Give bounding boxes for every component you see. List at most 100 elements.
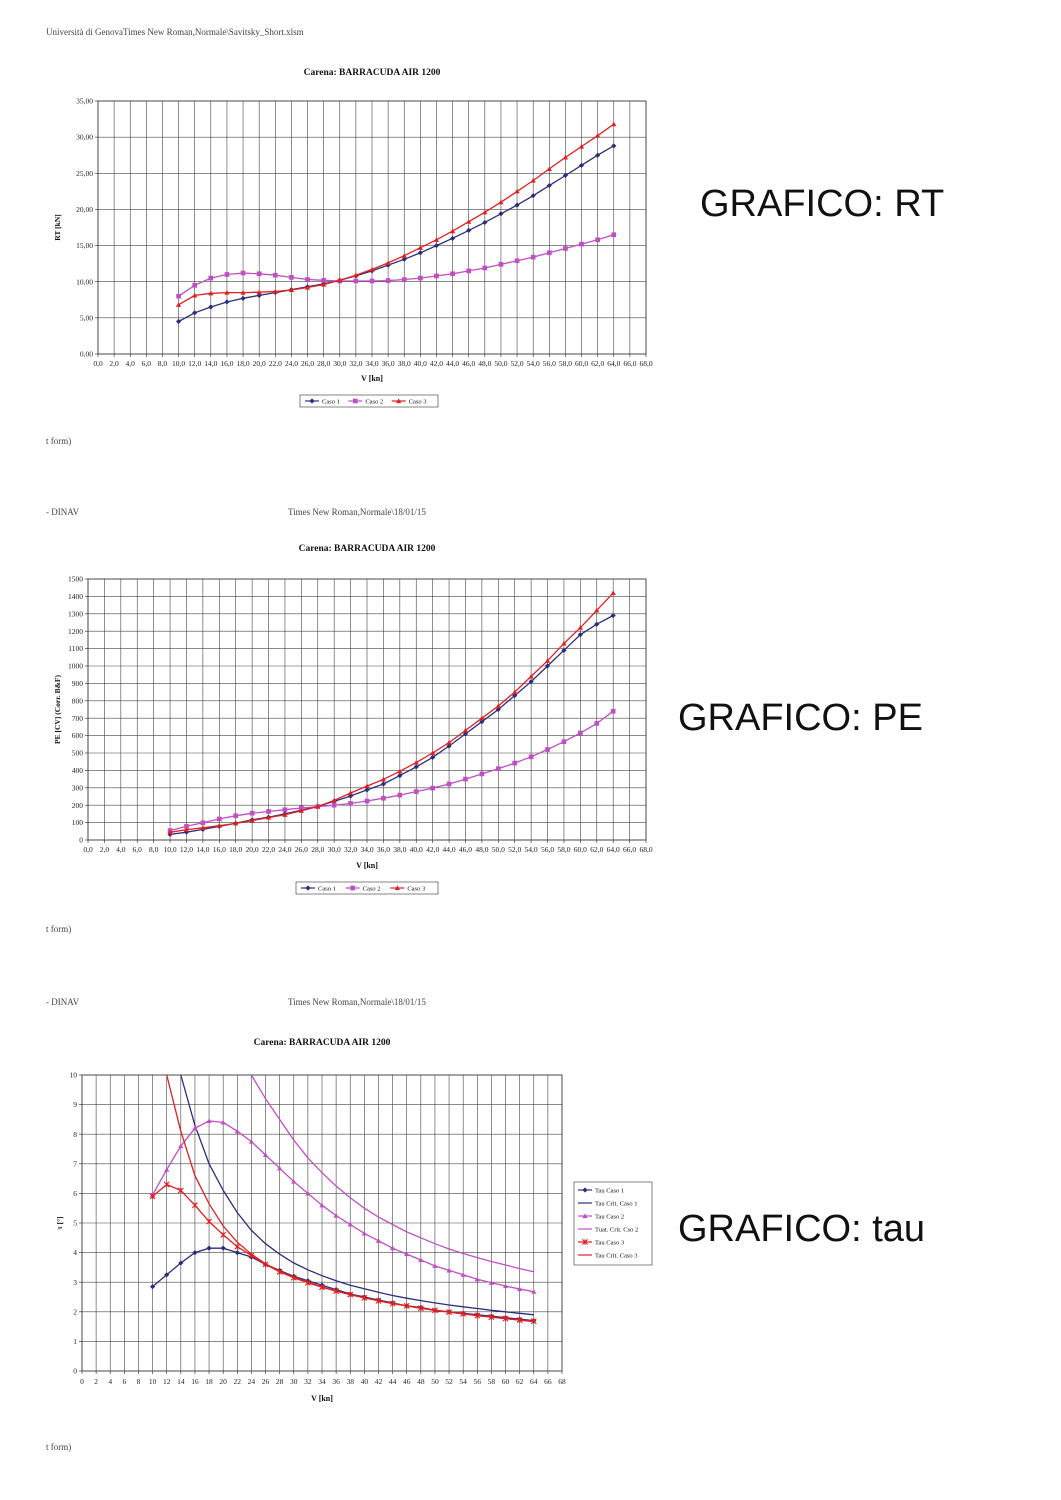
data-point xyxy=(517,1286,523,1292)
x-tick-label: 38,0 xyxy=(398,359,411,368)
series-line xyxy=(169,592,614,833)
x-tick-label: 40,0 xyxy=(410,845,423,854)
data-point xyxy=(385,260,391,265)
data-point xyxy=(347,1221,353,1227)
data-point xyxy=(385,262,391,268)
data-point xyxy=(462,731,469,737)
x-tick-label: 4 xyxy=(108,1377,112,1386)
data-point xyxy=(432,1263,438,1268)
chart-title: Carena: BARRACUDA AIR 1200 xyxy=(254,1038,391,1048)
y-tick-label: 9 xyxy=(73,1100,77,1109)
data-point xyxy=(562,172,569,179)
y-tick-label: 1200 xyxy=(68,627,83,636)
x-tick-label: 30,0 xyxy=(328,845,341,854)
x-tick-label: 26,0 xyxy=(295,845,308,854)
x-tick-label: 50,0 xyxy=(494,359,507,368)
data-point xyxy=(220,1245,226,1251)
legend-item: Tau Caso 2 xyxy=(578,1213,624,1220)
data-point xyxy=(479,771,485,777)
data-point xyxy=(514,188,520,194)
x-tick-label: 48,0 xyxy=(478,359,491,368)
data-point xyxy=(514,258,520,264)
legend-label: Tau Caso 2 xyxy=(595,1213,624,1220)
legend-label: Caso 1 xyxy=(322,398,340,405)
data-point xyxy=(389,1245,396,1251)
series-line xyxy=(169,710,614,832)
data-point xyxy=(233,813,239,819)
x-tick-label: 30,0 xyxy=(333,359,346,368)
legend-marker xyxy=(305,885,311,891)
x-tick-label: 40 xyxy=(361,1377,369,1386)
data-point xyxy=(446,781,452,787)
data-point xyxy=(291,1178,297,1184)
data-point xyxy=(594,721,600,726)
data-point xyxy=(466,268,472,274)
x-tick-label: 18 xyxy=(205,1377,213,1386)
legend-item: Caso 2 xyxy=(348,398,383,405)
data-point xyxy=(208,290,214,296)
data-point xyxy=(610,590,616,595)
x-tick-label: 36,0 xyxy=(377,845,390,854)
legend-box xyxy=(295,881,439,895)
x-axis-label: V [kn] xyxy=(356,861,378,870)
legend-item: Caso 2 xyxy=(345,885,381,892)
x-tick-label: 8,0 xyxy=(158,359,168,368)
data-point xyxy=(216,816,222,822)
data-point xyxy=(418,275,423,281)
data-point xyxy=(474,1276,480,1282)
data-point xyxy=(149,1193,156,1200)
series-tau-crit-caso-3 xyxy=(166,1074,534,1323)
data-point xyxy=(220,1231,227,1238)
grafico-pe-label: GRAFICO: PE xyxy=(678,697,923,739)
data-point xyxy=(262,1152,269,1157)
x-tick-label: 34,0 xyxy=(360,845,373,854)
data-point xyxy=(495,706,501,713)
x-tick-label: 22 xyxy=(234,1377,242,1386)
x-tick-label: 16,0 xyxy=(213,845,226,854)
series-tau-crit-caso-1 xyxy=(180,1074,534,1316)
x-tick-label: 34,0 xyxy=(365,359,378,368)
x-tick-label: 42,0 xyxy=(426,845,439,854)
data-point xyxy=(449,235,456,241)
data-point xyxy=(512,692,518,699)
x-tick-label: 18,0 xyxy=(236,359,249,368)
x-tick-label: 28,0 xyxy=(311,845,324,854)
data-point xyxy=(256,289,262,295)
data-point xyxy=(463,776,468,782)
x-tick-label: 52,0 xyxy=(510,359,523,368)
data-point xyxy=(488,1280,495,1285)
x-tick-label: 20 xyxy=(219,1377,227,1386)
data-point xyxy=(347,790,354,796)
x-tick-label: 36 xyxy=(332,1377,340,1386)
data-point xyxy=(611,232,617,238)
x-tick-label: 26 xyxy=(262,1377,270,1386)
x-tick-label: 4,0 xyxy=(126,359,136,368)
data-point xyxy=(192,310,198,316)
x-tick-label: 62 xyxy=(516,1377,524,1386)
x-tick-label: 42,0 xyxy=(430,359,443,368)
data-point xyxy=(234,1128,240,1134)
y-tick-label: 8 xyxy=(73,1130,77,1139)
data-point xyxy=(495,766,501,771)
x-tick-label: 54,0 xyxy=(527,359,540,368)
data-point xyxy=(369,278,375,284)
chart-2: Carena: BARRACUDA AIR 1200 0,0 2,0 4,0 6,0 8,… xyxy=(53,544,653,895)
series-caso-1 xyxy=(175,143,617,325)
y-tick-label: 1300 xyxy=(68,609,83,618)
data-point xyxy=(348,801,353,806)
x-tick-label: 30 xyxy=(290,1377,298,1386)
data-point xyxy=(530,177,536,183)
data-point xyxy=(375,1238,382,1243)
data-point xyxy=(167,831,173,838)
legend-marker xyxy=(394,885,400,891)
data-point xyxy=(531,1289,537,1294)
x-tick-label: 0,0 xyxy=(93,359,103,368)
data-point xyxy=(178,1260,184,1266)
legend-marker xyxy=(396,398,402,404)
data-point xyxy=(479,715,485,721)
data-point xyxy=(333,1213,339,1218)
data-point xyxy=(289,275,294,280)
data-point xyxy=(404,1251,410,1257)
data-point xyxy=(216,822,222,828)
